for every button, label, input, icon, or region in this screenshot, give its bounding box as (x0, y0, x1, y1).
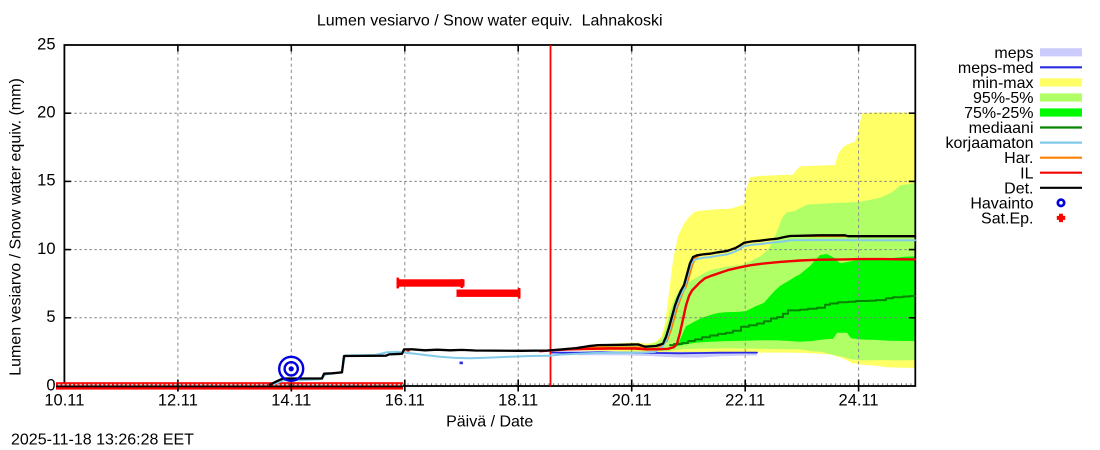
svg-text:95%-5%: 95%-5% (973, 90, 1033, 107)
svg-text:meps-med: meps-med (958, 60, 1034, 77)
svg-text:22.11: 22.11 (725, 391, 765, 409)
svg-text:meps: meps (994, 45, 1033, 62)
svg-text:10.11: 10.11 (44, 391, 84, 409)
svg-text:0: 0 (46, 376, 55, 394)
svg-text:Päivä / Date: Päivä / Date (446, 414, 533, 431)
svg-text:Det.: Det. (1004, 180, 1033, 197)
svg-text:korjaamaton: korjaamaton (945, 135, 1033, 152)
svg-text:10: 10 (37, 240, 55, 258)
svg-text:Havainto: Havainto (970, 195, 1033, 212)
svg-text:14.11: 14.11 (271, 391, 311, 409)
svg-text:20: 20 (37, 104, 55, 122)
svg-text:25: 25 (37, 35, 55, 53)
svg-text:Har.: Har. (1004, 150, 1033, 167)
svg-text:12.11: 12.11 (158, 391, 198, 409)
svg-text:5: 5 (46, 308, 55, 326)
svg-text:Lumen vesiarvo / Snow water eq: Lumen vesiarvo / Snow water equiv. (mm) (8, 78, 25, 376)
svg-text:20.11: 20.11 (612, 391, 652, 409)
svg-text:Lumen vesiarvo / Snow water eq: Lumen vesiarvo / Snow water equiv. Lahna… (317, 13, 663, 30)
svg-text:IL: IL (1020, 165, 1033, 182)
svg-text:2025-11-18 13:26:28 EET: 2025-11-18 13:26:28 EET (11, 432, 194, 449)
svg-text:24.11: 24.11 (839, 391, 879, 409)
svg-text:mediaani: mediaani (969, 120, 1034, 137)
svg-text:Sat.Ep.: Sat.Ep. (981, 211, 1033, 228)
svg-text:15: 15 (37, 172, 55, 190)
svg-text:18.11: 18.11 (498, 391, 538, 409)
svg-text:min-max: min-max (972, 75, 1033, 92)
svg-text:16.11: 16.11 (385, 391, 425, 409)
svg-text:75%-25%: 75%-25% (964, 105, 1033, 122)
